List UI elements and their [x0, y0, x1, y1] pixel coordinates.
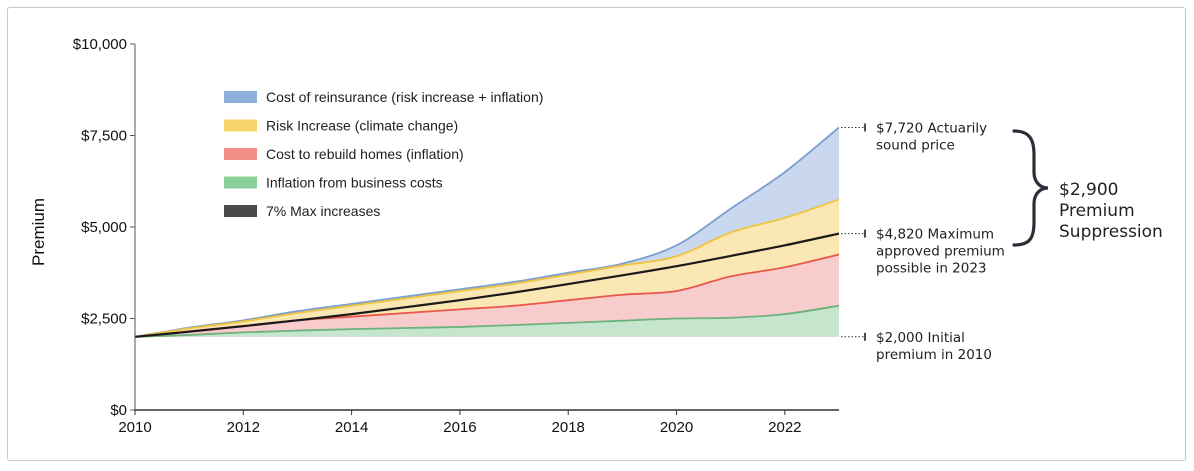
tick-labels: $0 $2,500 $5,000 $7,500 $10,000 2010 2012 2014 2…: [73, 36, 802, 436]
legend-swatch-reinsurance: [224, 91, 257, 103]
legend-label-max-increase: 7% Max increases: [266, 203, 380, 219]
legend-swatch-risk-increase: [224, 119, 257, 132]
y-tick-label: $2,500: [81, 311, 127, 328]
line-risk-increase: [134, 198, 840, 338]
y-tick-label: $5,000: [81, 219, 127, 236]
x-tick-label: 2014: [335, 419, 368, 436]
y-tick-label: $0: [110, 402, 127, 419]
x-tick-label: 2016: [443, 419, 476, 436]
line-reinsurance: [134, 126, 840, 338]
axes: [130, 43, 839, 415]
legend: Cost of reinsurance (risk increase + inf…: [224, 89, 543, 219]
area-business-inflation: [135, 305, 839, 337]
annotation-text: premium in 2010: [876, 347, 992, 363]
annotation-text: $7,720 Actuarily: [876, 120, 987, 136]
legend-swatch-max-increase: [224, 205, 257, 217]
x-tick-label: 2018: [552, 419, 585, 436]
line-max-increase: [134, 232, 840, 338]
x-tick-label: 2010: [118, 419, 151, 436]
legend-label-rebuild-cost: Cost to rebuild homes (inflation): [266, 146, 464, 162]
x-tick-label: 2020: [660, 419, 693, 436]
y-tick-label: $7,500: [81, 128, 127, 145]
legend-label-reinsurance: Cost of reinsurance (risk increase + inf…: [266, 89, 543, 105]
y-axis-label: Premium: [29, 198, 48, 266]
annotation-text: $4,820 Maximum: [876, 227, 994, 243]
annotation-text: $2,000 Initial: [876, 330, 965, 346]
area-rebuild-cost: [135, 254, 839, 337]
legend-label-risk-increase: Risk Increase (climate change): [266, 118, 458, 134]
legend-swatch-business-inflation: [224, 176, 257, 189]
annotation-text: approved premium: [876, 244, 1005, 260]
x-tick-label: 2022: [768, 419, 801, 436]
annotation-text: sound price: [876, 137, 955, 153]
x-tick-label: 2012: [227, 419, 260, 436]
annotation-text: possible in 2023: [876, 261, 987, 277]
chart-frame: [7, 7, 1186, 461]
bracket-label: $2,900: [1059, 180, 1118, 200]
curly-bracket: [1012, 129, 1049, 247]
series-lines: [134, 126, 840, 338]
legend-label-business-inflation: Inflation from business costs: [266, 175, 443, 191]
y-tick-label: $10,000: [73, 36, 127, 53]
bracket-label: Suppression: [1059, 222, 1163, 242]
area-layers: [135, 127, 839, 337]
line-business-inflation: [134, 304, 840, 338]
legend-swatch-rebuild-cost: [224, 148, 257, 160]
bracket-label: Premium: [1059, 201, 1135, 221]
